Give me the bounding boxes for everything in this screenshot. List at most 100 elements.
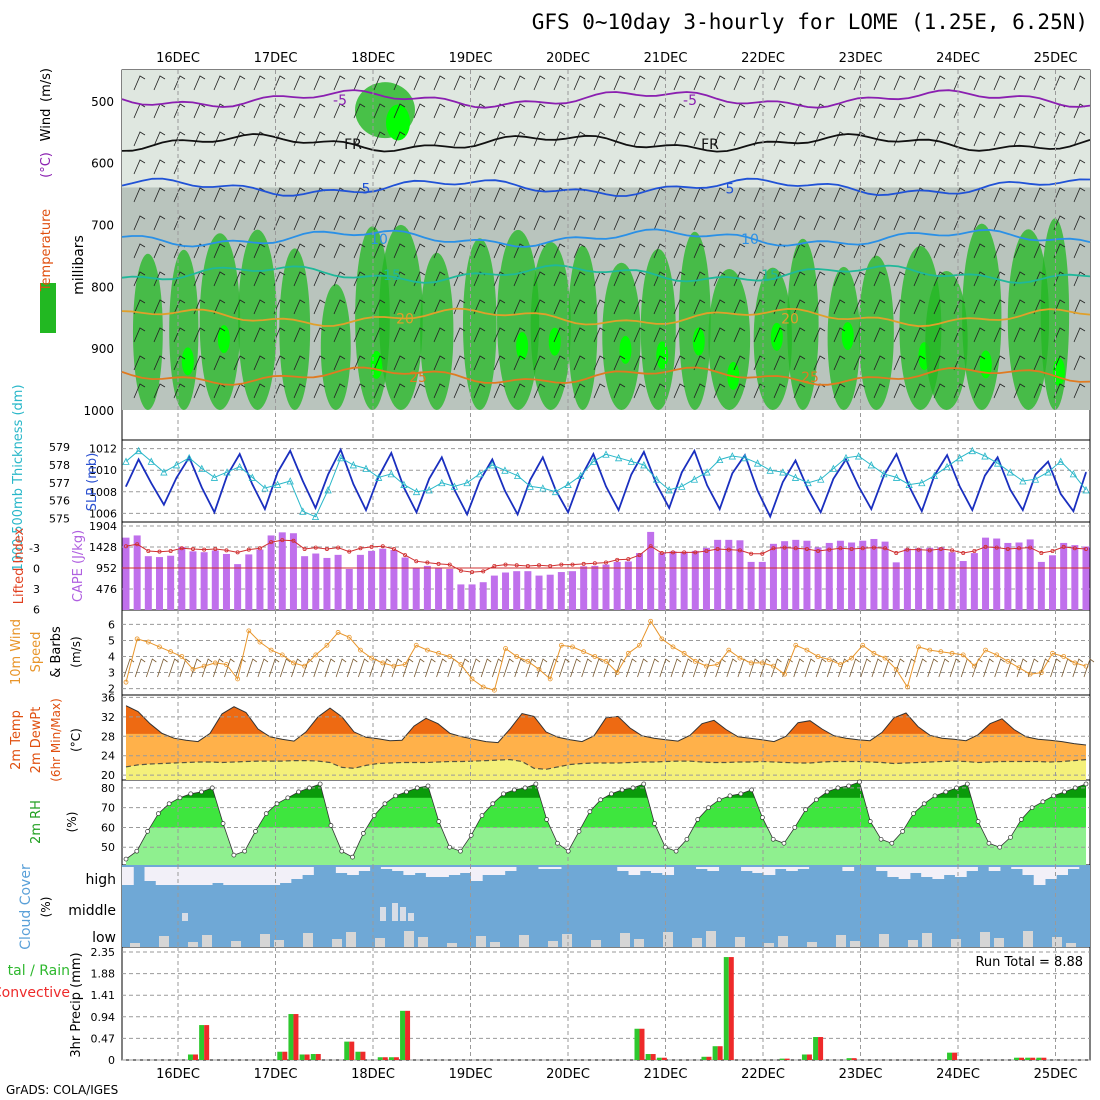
wind-speed-point (994, 652, 1000, 658)
wind-barb (373, 383, 386, 399)
precip-total-bar (801, 1054, 807, 1060)
wind-barb-10m (782, 658, 793, 678)
wind-barb (533, 383, 546, 399)
rh-point (716, 797, 722, 803)
precip-total-bar (310, 1054, 316, 1060)
wind-barb (693, 355, 706, 371)
wind-barb (993, 327, 1006, 343)
footer-credit: GrADS: COLA/IGES (6, 1083, 119, 1097)
wind-barb (353, 187, 366, 203)
wind-barb (873, 103, 886, 119)
isotherm-line (121, 89, 1091, 109)
isotherm-label: 15 (761, 268, 779, 284)
wind-barb (393, 355, 406, 371)
wind-barb (433, 131, 446, 147)
wind-speed-point (815, 654, 821, 659)
precip-tick: 0 (108, 1054, 115, 1067)
cape-bar (334, 554, 342, 610)
wind-barb (973, 75, 986, 91)
wind-barb (353, 103, 366, 119)
rh-point (997, 844, 1003, 850)
wind-speed-point (871, 650, 877, 656)
cloud-low-bar (274, 940, 284, 947)
cloud-high-bar (335, 867, 348, 873)
wind-barb (1013, 243, 1026, 259)
wind-barb (493, 355, 506, 371)
temp-tick: 36 (101, 691, 115, 704)
wind-speed-point (860, 642, 866, 648)
upper-air-ylabel: millibars (71, 235, 87, 295)
date-tick: 23DEC (839, 1067, 883, 1082)
date-tick: 19DEC (449, 1067, 493, 1082)
wind-barb (1013, 271, 1026, 287)
rh-saturated-core (692, 327, 705, 356)
wind-barb (473, 327, 486, 343)
cloud-low-bar (159, 936, 169, 947)
cape-bar (289, 533, 297, 610)
wind-barb (293, 159, 306, 175)
wind-barb (533, 103, 546, 119)
wind-barb (413, 243, 426, 259)
wind-barb-10m (681, 658, 693, 678)
wind-barb-10m (358, 658, 369, 678)
wind-barb (953, 215, 966, 231)
wind-barb (493, 75, 506, 91)
temperature-unit-label: (°C) (39, 152, 54, 178)
isotherm-label: 5 (362, 181, 371, 197)
cloud-low-bar (404, 931, 414, 947)
cloud-low-bar (764, 943, 774, 947)
wind-barb (653, 131, 666, 147)
thickness-point (210, 473, 219, 481)
wind-barb (233, 159, 246, 175)
isotherm-label: -5 (333, 93, 347, 109)
cloud-high-bar (223, 867, 236, 885)
precip-total-bar (723, 957, 729, 1060)
wind-barb (673, 243, 686, 259)
wind-barb (573, 271, 586, 287)
wind-barb (953, 243, 966, 259)
wind-speed-point (737, 655, 743, 661)
cape-bar (970, 553, 978, 610)
wind-barb (133, 271, 146, 287)
wind-barb (933, 159, 946, 175)
wind-barb (873, 327, 886, 343)
cape-bar (803, 540, 811, 610)
rh-point (867, 819, 873, 824)
cape-bar (1026, 539, 1034, 610)
wind-barb (293, 187, 306, 203)
cloud-high-bar (279, 867, 292, 883)
cloud-high-bar (245, 867, 258, 885)
cloud-high-bar (257, 867, 269, 885)
wind-barb (393, 299, 406, 315)
wind-barb (853, 299, 866, 315)
date-tick: 18DEC (351, 1067, 395, 1082)
wind-barb (333, 243, 346, 259)
date-tick: 22DEC (741, 1067, 785, 1082)
rh-point (458, 848, 463, 854)
rh-moist-plume (567, 245, 598, 410)
pressure-tick: 500 (91, 95, 114, 109)
cloud-low-bar (706, 931, 716, 947)
wind-barb (193, 187, 206, 203)
wind-barb (453, 75, 466, 91)
wind-barb (473, 383, 486, 399)
thickness-point (943, 462, 951, 471)
precip-tick: 1.88 (91, 968, 116, 981)
wind-barb (393, 271, 406, 287)
wind-speed-point (659, 636, 665, 642)
wind-barb (653, 299, 666, 315)
wind-barb (1013, 383, 1026, 399)
wind-barb (853, 327, 866, 343)
precip-total-bar (712, 1046, 718, 1060)
cloud-high-bar (167, 867, 179, 885)
cape-bar (390, 550, 398, 610)
wind-barb-10m (1083, 658, 1095, 678)
cloud-low-bar (1066, 943, 1076, 947)
wind-barb (893, 215, 906, 231)
pressure-tick: 600 (91, 157, 114, 171)
wind-barb (293, 355, 306, 371)
precip-convective-bar (360, 1051, 366, 1060)
wind-barb-10m (603, 658, 615, 678)
thickness-point (513, 471, 522, 480)
wind-barb (773, 215, 786, 231)
